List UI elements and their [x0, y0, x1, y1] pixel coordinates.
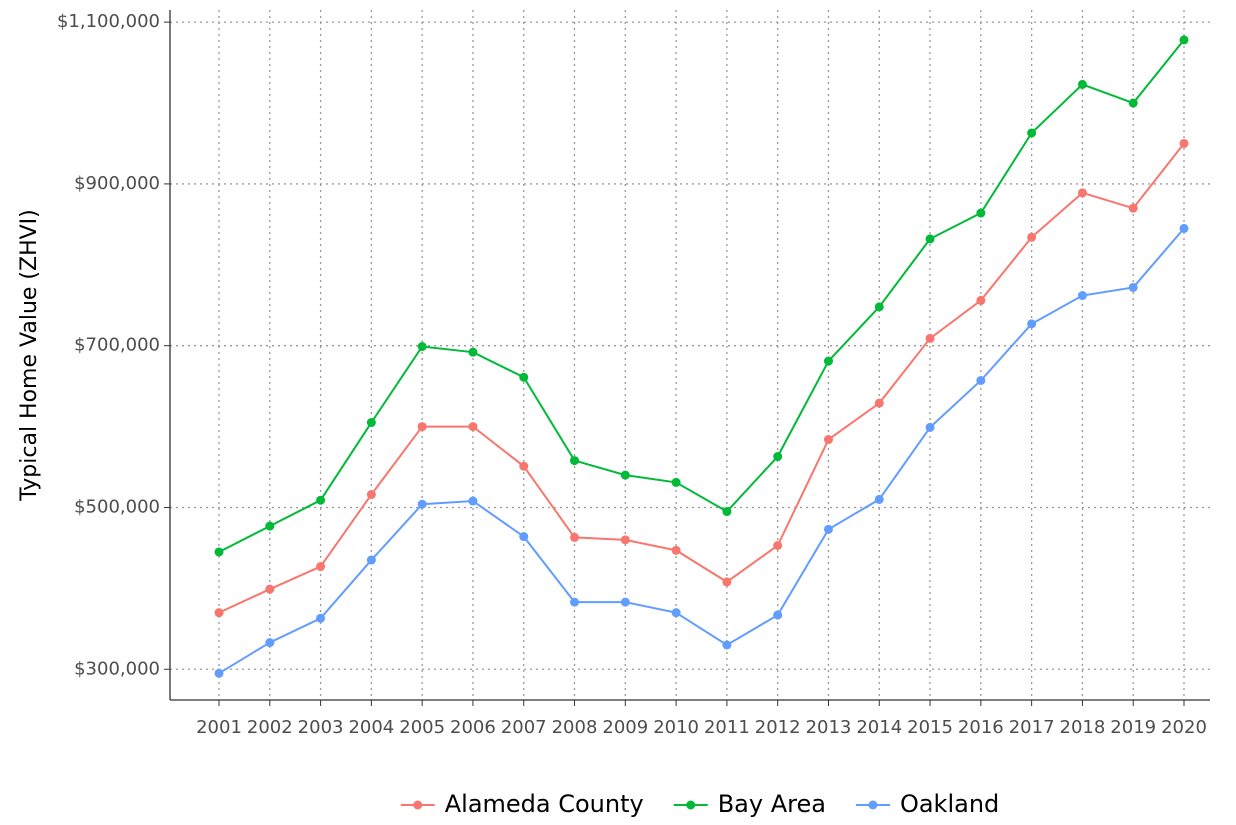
- point: [874, 302, 884, 312]
- x-tick-label: 2011: [704, 717, 750, 738]
- point: [620, 597, 630, 607]
- x-tick-label: 2012: [755, 717, 801, 738]
- x-tick-label: 2003: [298, 717, 344, 738]
- point: [671, 477, 681, 487]
- y-tick-label: $1,100,000: [57, 11, 160, 32]
- point: [773, 540, 783, 550]
- x-tick-label: 2002: [247, 717, 293, 738]
- point: [519, 461, 529, 471]
- point: [214, 608, 224, 618]
- point: [316, 613, 326, 623]
- x-tick-label: 2015: [907, 717, 953, 738]
- point: [468, 496, 478, 506]
- x-tick-label: 2004: [348, 717, 394, 738]
- point: [366, 490, 376, 500]
- legend-label: Oakland: [900, 790, 999, 818]
- x-tick-label: 2016: [958, 717, 1004, 738]
- point: [874, 398, 884, 408]
- point: [1077, 79, 1087, 89]
- point: [976, 295, 986, 305]
- point: [823, 356, 833, 366]
- point: [1179, 35, 1189, 45]
- y-axis-label: Typical Home Value (ZHVI): [17, 209, 42, 501]
- y-tick-label: $700,000: [74, 335, 160, 356]
- x-tick-label: 2007: [501, 717, 547, 738]
- point: [722, 577, 732, 587]
- point: [1027, 232, 1037, 242]
- point: [265, 584, 275, 594]
- point: [265, 638, 275, 648]
- point: [925, 333, 935, 343]
- point: [722, 640, 732, 650]
- x-tick-label: 2018: [1060, 717, 1106, 738]
- point: [925, 234, 935, 244]
- point: [823, 524, 833, 534]
- point: [722, 507, 732, 517]
- x-tick-label: 2020: [1161, 717, 1207, 738]
- point: [1077, 188, 1087, 198]
- y-tick-label: $500,000: [74, 496, 160, 517]
- point: [671, 545, 681, 555]
- point: [976, 375, 986, 385]
- point: [1077, 291, 1087, 301]
- x-tick-label: 2001: [196, 717, 242, 738]
- point: [468, 347, 478, 357]
- point: [570, 532, 580, 542]
- legend-key-point: [686, 800, 696, 810]
- point: [976, 208, 986, 218]
- point: [823, 435, 833, 445]
- point: [620, 535, 630, 545]
- legend-label: Alameda County: [445, 790, 644, 818]
- point: [316, 562, 326, 572]
- x-tick-label: 2017: [1009, 717, 1055, 738]
- point: [1128, 98, 1138, 108]
- point: [620, 470, 630, 480]
- point: [519, 372, 529, 382]
- x-tick-label: 2019: [1110, 717, 1156, 738]
- point: [773, 610, 783, 620]
- point: [214, 668, 224, 678]
- point: [519, 532, 529, 542]
- point: [265, 521, 275, 531]
- x-tick-label: 2010: [653, 717, 699, 738]
- point: [417, 342, 427, 352]
- point: [570, 456, 580, 466]
- point: [570, 597, 580, 607]
- y-tick-label: $900,000: [74, 173, 160, 194]
- x-tick-label: 2006: [450, 717, 496, 738]
- x-tick-label: 2014: [856, 717, 902, 738]
- point: [316, 495, 326, 505]
- point: [366, 418, 376, 428]
- series-line: [218, 142, 1185, 614]
- series-line: [218, 39, 1185, 553]
- point: [874, 494, 884, 504]
- legend: Alameda County Bay Area Oakland: [400, 790, 999, 818]
- point: [773, 452, 783, 462]
- point: [214, 547, 224, 557]
- point: [1128, 203, 1138, 213]
- x-tick-label: 2008: [552, 717, 598, 738]
- point: [417, 499, 427, 509]
- point: [1179, 223, 1189, 233]
- legend-key-point: [868, 800, 878, 810]
- x-tick-label: 2005: [399, 717, 445, 738]
- point: [417, 422, 427, 432]
- legend-label: Bay Area: [718, 790, 826, 818]
- x-tick-label: 2013: [806, 717, 852, 738]
- legend-key-point: [413, 800, 423, 810]
- series-line: [218, 227, 1185, 675]
- point: [1027, 128, 1037, 138]
- point: [925, 422, 935, 432]
- y-tick-label: $300,000: [74, 658, 160, 679]
- point: [468, 422, 478, 432]
- point: [1027, 319, 1037, 329]
- point: [671, 608, 681, 618]
- point: [1179, 138, 1189, 148]
- x-tick-label: 2009: [602, 717, 648, 738]
- point: [366, 555, 376, 565]
- point: [1128, 282, 1138, 292]
